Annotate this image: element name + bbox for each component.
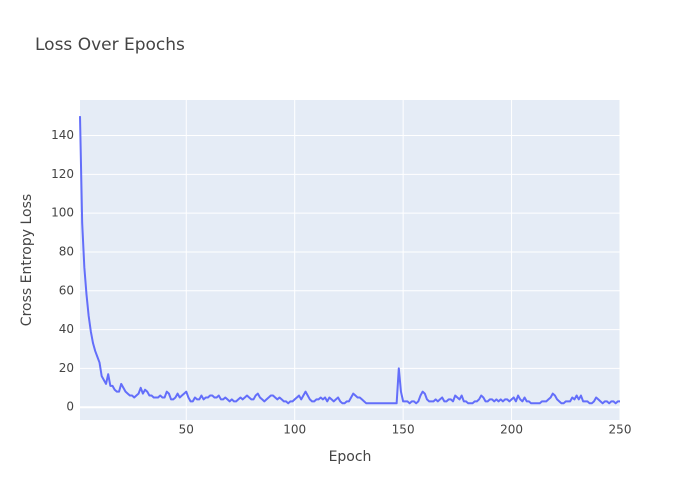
x-tick-label: 150 (392, 423, 415, 437)
y-tick-label: 0 (66, 400, 74, 414)
y-tick-label: 80 (59, 244, 74, 258)
y-tick-label: 40 (59, 322, 74, 336)
y-tick-label: 100 (51, 206, 74, 220)
loss-line (79, 116, 620, 405)
y-tick-label: 20 (59, 361, 74, 375)
x-tick-label: 200 (500, 423, 523, 437)
y-tick-label: 60 (59, 283, 74, 297)
chart-title: Loss Over Epochs (35, 35, 185, 55)
x-tick-label: 100 (283, 423, 306, 437)
x-tick-label: 250 (609, 423, 632, 437)
x-tick-label: 50 (179, 423, 194, 437)
y-tick-label: 140 (51, 128, 74, 142)
x-axis-title: Epoch (329, 449, 372, 465)
y-axis-title: Cross Entropy Loss (19, 194, 35, 326)
plot-area (80, 100, 620, 420)
y-tick-label: 120 (51, 167, 74, 181)
